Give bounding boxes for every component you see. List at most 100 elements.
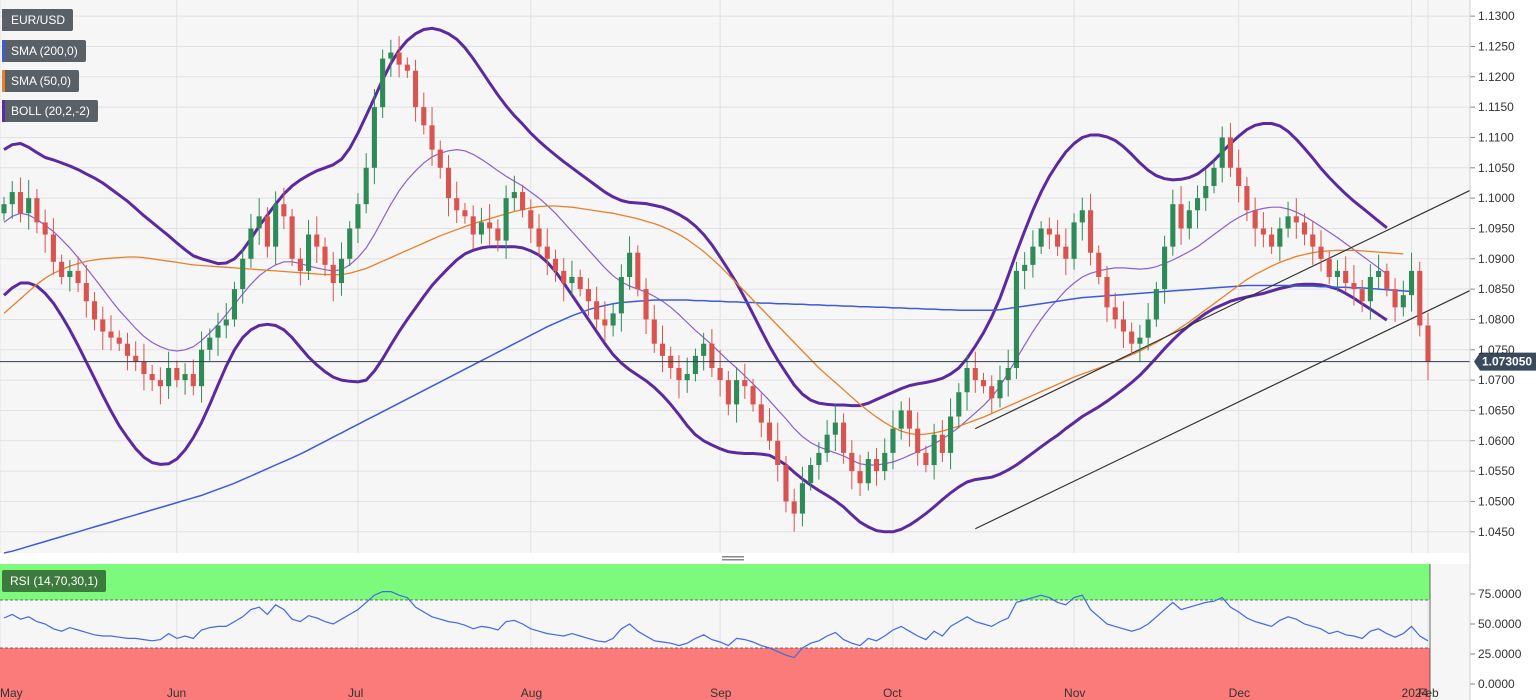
candle-body	[1203, 185, 1209, 199]
candle-body	[1293, 216, 1299, 223]
candle-body	[371, 107, 377, 168]
rsi-tick-label: 75.0000	[1478, 587, 1522, 601]
candle-body	[454, 198, 460, 211]
candle	[1384, 263, 1390, 297]
candle-body	[240, 258, 246, 290]
candle-body	[594, 301, 600, 320]
candle-body	[618, 276, 624, 314]
candle-body	[808, 465, 814, 484]
candle	[1194, 185, 1201, 229]
candle-body	[223, 319, 229, 326]
candle-body	[923, 452, 929, 466]
candle	[569, 260, 575, 296]
candle-body	[355, 204, 361, 229]
candle-body	[314, 234, 320, 247]
candle	[1079, 197, 1085, 241]
price-tick-label: 1.0450	[1478, 525, 1515, 539]
candle-body	[1252, 210, 1258, 229]
rsi-tick-label: 0.0000	[1478, 677, 1515, 691]
candle	[264, 207, 270, 258]
candle	[923, 445, 929, 473]
legend-rsi[interactable]: RSI (14,70,30,1)	[2, 570, 107, 592]
candle-body	[1145, 319, 1151, 338]
candle-body	[67, 270, 73, 277]
candle-body	[42, 222, 48, 235]
legend-sma200-label: SMA (200,0)	[11, 44, 78, 58]
legend-boll[interactable]: BOLL (20,2,-2)	[2, 100, 98, 122]
candle-body	[816, 452, 822, 466]
candle-body	[882, 452, 888, 472]
candle	[91, 292, 98, 331]
candle-body	[1129, 331, 1135, 344]
candle	[1038, 221, 1044, 254]
candle	[989, 375, 995, 413]
candle	[1153, 281, 1159, 327]
month-label: Dec	[1229, 686, 1250, 700]
candle	[594, 286, 600, 329]
candle	[1112, 292, 1118, 329]
panel-divider-handle[interactable]	[722, 556, 744, 561]
candle-body	[445, 167, 452, 199]
candle-body	[832, 422, 838, 435]
candle-body	[503, 198, 509, 241]
candle-body	[997, 380, 1003, 399]
candle	[281, 187, 287, 230]
candle-body	[1285, 216, 1291, 229]
price-tick-label: 1.1050	[1478, 161, 1515, 175]
candle	[808, 457, 814, 491]
candle-body	[676, 367, 682, 381]
candle-body	[1425, 325, 1431, 362]
candle	[215, 312, 221, 356]
candle-body	[742, 380, 748, 387]
candle	[83, 264, 89, 318]
candle	[1417, 261, 1423, 337]
price-tick-label: 1.0550	[1478, 464, 1515, 478]
rsi-tick-label: 50.0000	[1478, 617, 1522, 631]
candle-body	[750, 386, 756, 405]
candle-body	[231, 289, 238, 320]
candle-body	[108, 331, 114, 338]
candle	[478, 207, 484, 244]
candle	[1310, 221, 1316, 265]
candle	[1129, 322, 1135, 355]
candle	[198, 331, 205, 403]
legend-sma200[interactable]: SMA (200,0)	[2, 40, 86, 62]
legend-sma50[interactable]: SMA (50,0)	[2, 70, 80, 92]
candle	[1277, 217, 1283, 262]
candle-body	[248, 228, 254, 259]
legend-sma50-label: SMA (50,0)	[11, 74, 72, 88]
candle-body	[182, 374, 188, 381]
candle	[520, 184, 526, 218]
candle	[799, 466, 805, 527]
candlesticks	[1, 36, 1431, 532]
candle-body	[865, 458, 871, 484]
candle	[1145, 303, 1151, 351]
candle-body	[898, 410, 904, 429]
candle	[1425, 312, 1431, 381]
candle-body	[569, 276, 575, 284]
candle-body	[380, 58, 386, 108]
last-price-tag: 1.073050	[1474, 352, 1536, 371]
legend-boll-label: BOLL (20,2,-2)	[11, 104, 90, 118]
candle-body	[1153, 289, 1159, 320]
candle-body	[347, 228, 353, 259]
candle	[684, 357, 690, 393]
candle	[873, 448, 880, 486]
last-price-tag-label: 1.073050	[1482, 355, 1532, 369]
candle	[1408, 252, 1415, 312]
legend-rsi-label: RSI (14,70,30,1)	[10, 574, 99, 588]
candle	[1343, 256, 1349, 293]
price-tick-label: 1.0850	[1478, 282, 1515, 296]
candle	[1236, 149, 1242, 203]
trend-channel	[975, 189, 1471, 530]
candle	[141, 343, 147, 391]
candle	[1087, 193, 1094, 266]
candle	[1046, 217, 1052, 250]
candle-body	[1227, 137, 1234, 168]
candle	[561, 258, 567, 302]
candle-body	[17, 192, 24, 214]
candle-body	[297, 258, 303, 271]
candle-body	[1063, 246, 1069, 259]
sma50-swatch	[2, 70, 5, 92]
candle	[766, 408, 773, 450]
